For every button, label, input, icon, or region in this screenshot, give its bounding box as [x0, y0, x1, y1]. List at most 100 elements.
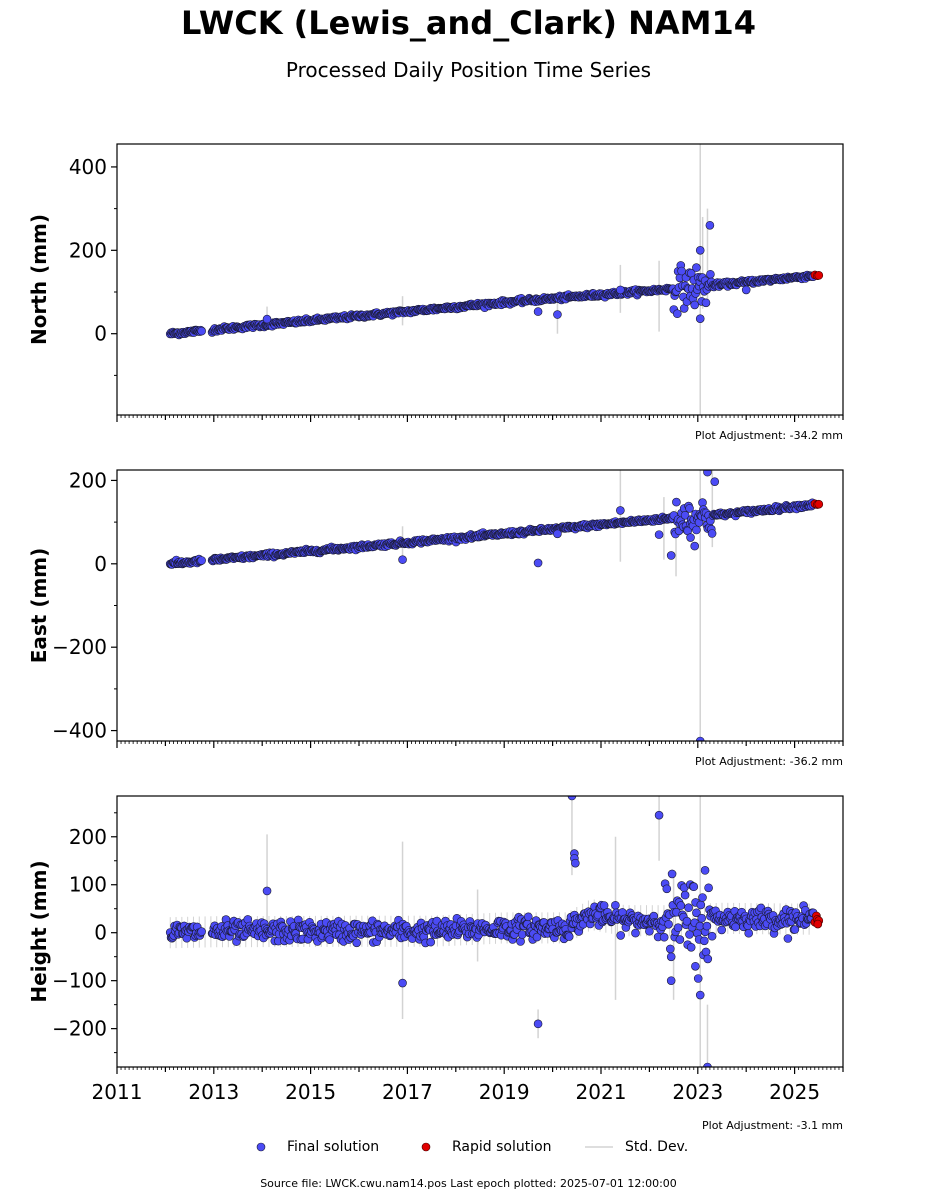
- east-outlier-point: [654, 530, 664, 539]
- east-ytick-label: 0: [94, 552, 107, 576]
- east-outlier-point: [398, 555, 407, 564]
- height-ytick-label: −200: [52, 1017, 107, 1041]
- height-final-point: [426, 937, 436, 947]
- height-final-point: [684, 903, 693, 913]
- height-final-point: [689, 882, 699, 892]
- height-final-point: [517, 930, 527, 939]
- height-plot-adjustment: Plot Adjustment: -3.1 mm: [702, 1119, 843, 1132]
- north-final-point: [690, 300, 700, 310]
- east-final-point: [672, 497, 681, 507]
- height-outlier-point: [700, 866, 710, 875]
- north-final-point: [672, 309, 682, 319]
- height-final-point: [790, 925, 800, 934]
- north-outlier-point: [616, 285, 625, 295]
- height-xtick-label: 2011: [92, 1080, 143, 1104]
- height-final-point: [692, 908, 701, 918]
- north-outlier-point: [705, 221, 715, 230]
- height-outlier-point: [654, 810, 664, 820]
- height-final-point: [680, 890, 690, 900]
- height-final-point: [699, 936, 709, 946]
- height-xtick-label: 2021: [576, 1080, 627, 1104]
- height-outlier-point: [695, 990, 705, 1000]
- height-outlier-point: [571, 858, 580, 868]
- height-final-point: [704, 883, 713, 893]
- height-final-point: [673, 923, 683, 933]
- height-outlier-point: [533, 1019, 543, 1029]
- height-final-point: [685, 930, 694, 939]
- legend-std-label: Std. Dev.: [625, 1139, 689, 1155]
- north-final-point: [197, 326, 206, 336]
- height-final-point: [659, 932, 669, 942]
- height-final-point: [664, 919, 673, 929]
- height-final-point: [693, 974, 703, 983]
- height-final-point: [197, 927, 206, 936]
- height-final-point: [564, 932, 574, 941]
- east-outlier-point: [533, 558, 543, 568]
- height-outlier-point: [666, 976, 676, 985]
- chart-subtitle: Processed Daily Position Time Series: [285, 58, 652, 82]
- height-panel: −200 −100 0 100 200 2011 2013 2015 2017 2019 2021 2…: [27, 795, 844, 1104]
- height-final-point: [744, 928, 754, 938]
- height-xtick-label: 2025: [769, 1080, 820, 1104]
- height-ytick-label: 200: [69, 825, 107, 849]
- north-plot-adjustment: Plot Adjustment: -34.2 mm: [695, 429, 843, 442]
- height-final-point: [666, 952, 676, 962]
- east-final-point: [197, 556, 206, 565]
- height-final-point: [631, 928, 640, 938]
- height-xtick-label: 2015: [285, 1080, 336, 1104]
- east-ylabel: East (mm): [27, 548, 51, 664]
- north-ytick-label: 200: [69, 238, 107, 262]
- east-outlier-point: [686, 533, 695, 542]
- legend-final-marker: [256, 1142, 266, 1152]
- east-plot-area: [165, 470, 824, 741]
- height-final-point: [611, 900, 620, 910]
- height-ytick-label: 0: [94, 921, 107, 945]
- height-final-point: [701, 947, 711, 957]
- height-final-point: [703, 954, 713, 964]
- east-rapid-point: [814, 499, 824, 509]
- height-final-point: [662, 884, 672, 894]
- north-outlier-point: [695, 246, 705, 255]
- height-final-point: [675, 935, 685, 944]
- height-final-point: [698, 893, 707, 902]
- height-final-point: [676, 901, 686, 910]
- source-footer: Source file: LWCK.cwu.nam14.pos Last epo…: [260, 1177, 677, 1190]
- height-plot-area: [165, 796, 824, 1067]
- height-ylabel: Height (mm): [27, 860, 51, 1002]
- height-outlier-point: [398, 978, 407, 988]
- height-final-point: [352, 938, 362, 948]
- north-final-point: [706, 269, 715, 279]
- height-outlier-point: [262, 886, 272, 896]
- north-plot-area: [165, 144, 824, 415]
- height-final-point: [702, 921, 712, 931]
- height-final-point: [667, 869, 677, 879]
- east-final-point: [685, 504, 694, 513]
- north-final-point: [692, 263, 701, 272]
- east-plot-adjustment: Plot Adjustment: -36.2 mm: [695, 755, 843, 768]
- height-final-point: [516, 937, 525, 946]
- height-final-point: [523, 912, 533, 922]
- east-ytick-label: −400: [52, 719, 107, 743]
- north-ylabel: North (mm): [27, 214, 51, 345]
- east-final-point: [680, 510, 690, 520]
- east-outlier-point: [703, 470, 712, 477]
- height-xtick-label: 2023: [672, 1080, 723, 1104]
- north-outlier-point: [695, 314, 705, 323]
- height-xtick-label: 2019: [479, 1080, 530, 1104]
- legend-final-label: Final solution: [287, 1139, 380, 1155]
- east-outlier-point: [666, 551, 676, 560]
- height-outlier-point: [691, 961, 700, 971]
- height-final-point: [717, 925, 727, 935]
- height-final-point: [645, 926, 654, 936]
- north-final-point: [701, 298, 711, 308]
- legend-rapid-label: Rapid solution: [452, 1139, 552, 1155]
- height-ytick-label: −100: [52, 969, 107, 993]
- east-outlier-point: [616, 506, 625, 515]
- height-final-point: [325, 935, 335, 945]
- east-outlier-point: [553, 529, 562, 539]
- height-final-point: [665, 944, 675, 954]
- east-final-point: [690, 541, 700, 551]
- east-ytick-label: −200: [52, 635, 107, 659]
- height-ytick-label: 100: [69, 873, 107, 897]
